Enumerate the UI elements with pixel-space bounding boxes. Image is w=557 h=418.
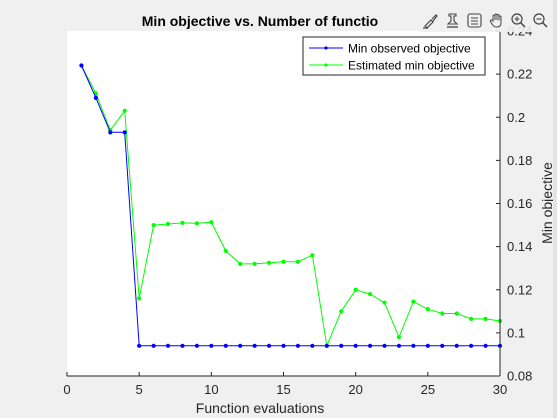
x-tick-label: 20 (348, 382, 362, 397)
data-point (79, 63, 84, 68)
plot-area[interactable] (67, 31, 500, 376)
data-tips-icon[interactable] (442, 9, 462, 31)
data-point (368, 291, 373, 297)
series-line-1 (80, 65, 501, 348)
data-point (151, 343, 156, 348)
legend-box (302, 36, 486, 76)
data-point (266, 260, 272, 265)
data-point (368, 343, 373, 348)
y-tick-label: 0.22 (507, 67, 532, 82)
y-tick-label: 0.08 (507, 369, 532, 384)
axes-toolbar (420, 8, 557, 32)
data-point (93, 95, 98, 100)
y-tick-label: 0.16 (507, 196, 532, 211)
data-point (339, 309, 344, 314)
data-point (295, 259, 301, 264)
data-point (209, 220, 214, 225)
data-point (238, 261, 243, 266)
data-point (252, 261, 257, 266)
data-point (483, 343, 488, 348)
data-point (223, 248, 228, 254)
data-point (469, 316, 474, 321)
y-tick-label: 0.14 (507, 239, 532, 254)
data-point (454, 311, 459, 316)
data-point (151, 222, 156, 228)
y-tick-label: 0.2 (507, 110, 525, 125)
data-point (425, 343, 430, 348)
data-point (180, 343, 185, 348)
x-tick-label: 30 (493, 382, 507, 397)
series-line-0 (80, 65, 500, 347)
data-point (165, 343, 171, 348)
legend-icon[interactable] (464, 9, 484, 31)
data-point (396, 343, 402, 348)
data-point (440, 343, 445, 348)
x-tick-label: 5 (136, 382, 143, 397)
data-point (194, 221, 199, 226)
data-point (180, 220, 185, 226)
x-tick-label: 15 (276, 382, 290, 397)
brush-icon[interactable] (420, 9, 440, 31)
data-point (266, 343, 272, 348)
pan-hand-icon[interactable] (486, 9, 506, 31)
data-point (122, 108, 127, 113)
y-axis-label: Min objective (539, 162, 555, 244)
data-point (382, 343, 387, 348)
x-tick-label: 10 (204, 382, 218, 397)
data-point (483, 316, 488, 321)
data-point (411, 343, 416, 348)
data-point (411, 299, 416, 304)
data-point (353, 343, 358, 348)
data-point (137, 296, 142, 301)
chart-title: Min objective vs. Number of functio (142, 13, 378, 29)
data-point (209, 343, 214, 348)
data-point (339, 343, 344, 348)
x-tick-label: 25 (421, 382, 435, 397)
legend-entry-label: Estimated min objective (348, 59, 475, 73)
data-point (396, 335, 402, 340)
data-point (238, 343, 243, 348)
zoom-in-icon[interactable] (508, 9, 528, 31)
data-point (137, 343, 142, 348)
data-point (108, 130, 113, 135)
data-point (281, 343, 286, 348)
data-point (382, 300, 387, 305)
y-tick-label: 0.12 (507, 282, 532, 297)
data-point (440, 311, 445, 316)
data-point (194, 343, 199, 348)
data-point (353, 287, 358, 292)
data-point (295, 343, 301, 348)
data-point (165, 221, 171, 227)
data-point (310, 343, 315, 348)
data-point (454, 343, 459, 348)
legend-entry-label: Min observed objective (348, 42, 471, 56)
window-edge (553, 0, 557, 418)
y-tick-label: 0.18 (507, 153, 532, 168)
data-point (122, 130, 127, 135)
data-point (469, 343, 474, 348)
legend-marker (324, 46, 328, 50)
data-point (324, 343, 329, 348)
legend-marker (324, 63, 328, 67)
y-tick-label: 0.1 (507, 325, 525, 340)
data-point (223, 343, 228, 348)
data-point (425, 307, 430, 312)
legend[interactable]: Min observed objective Estimated min obje… (302, 36, 486, 76)
zoom-out-icon[interactable] (530, 9, 550, 31)
data-point (310, 253, 315, 258)
data-point (252, 343, 257, 348)
x-axis-label: Function evaluations (196, 400, 324, 416)
data-point (281, 259, 286, 264)
x-tick-label: 0 (63, 382, 70, 397)
